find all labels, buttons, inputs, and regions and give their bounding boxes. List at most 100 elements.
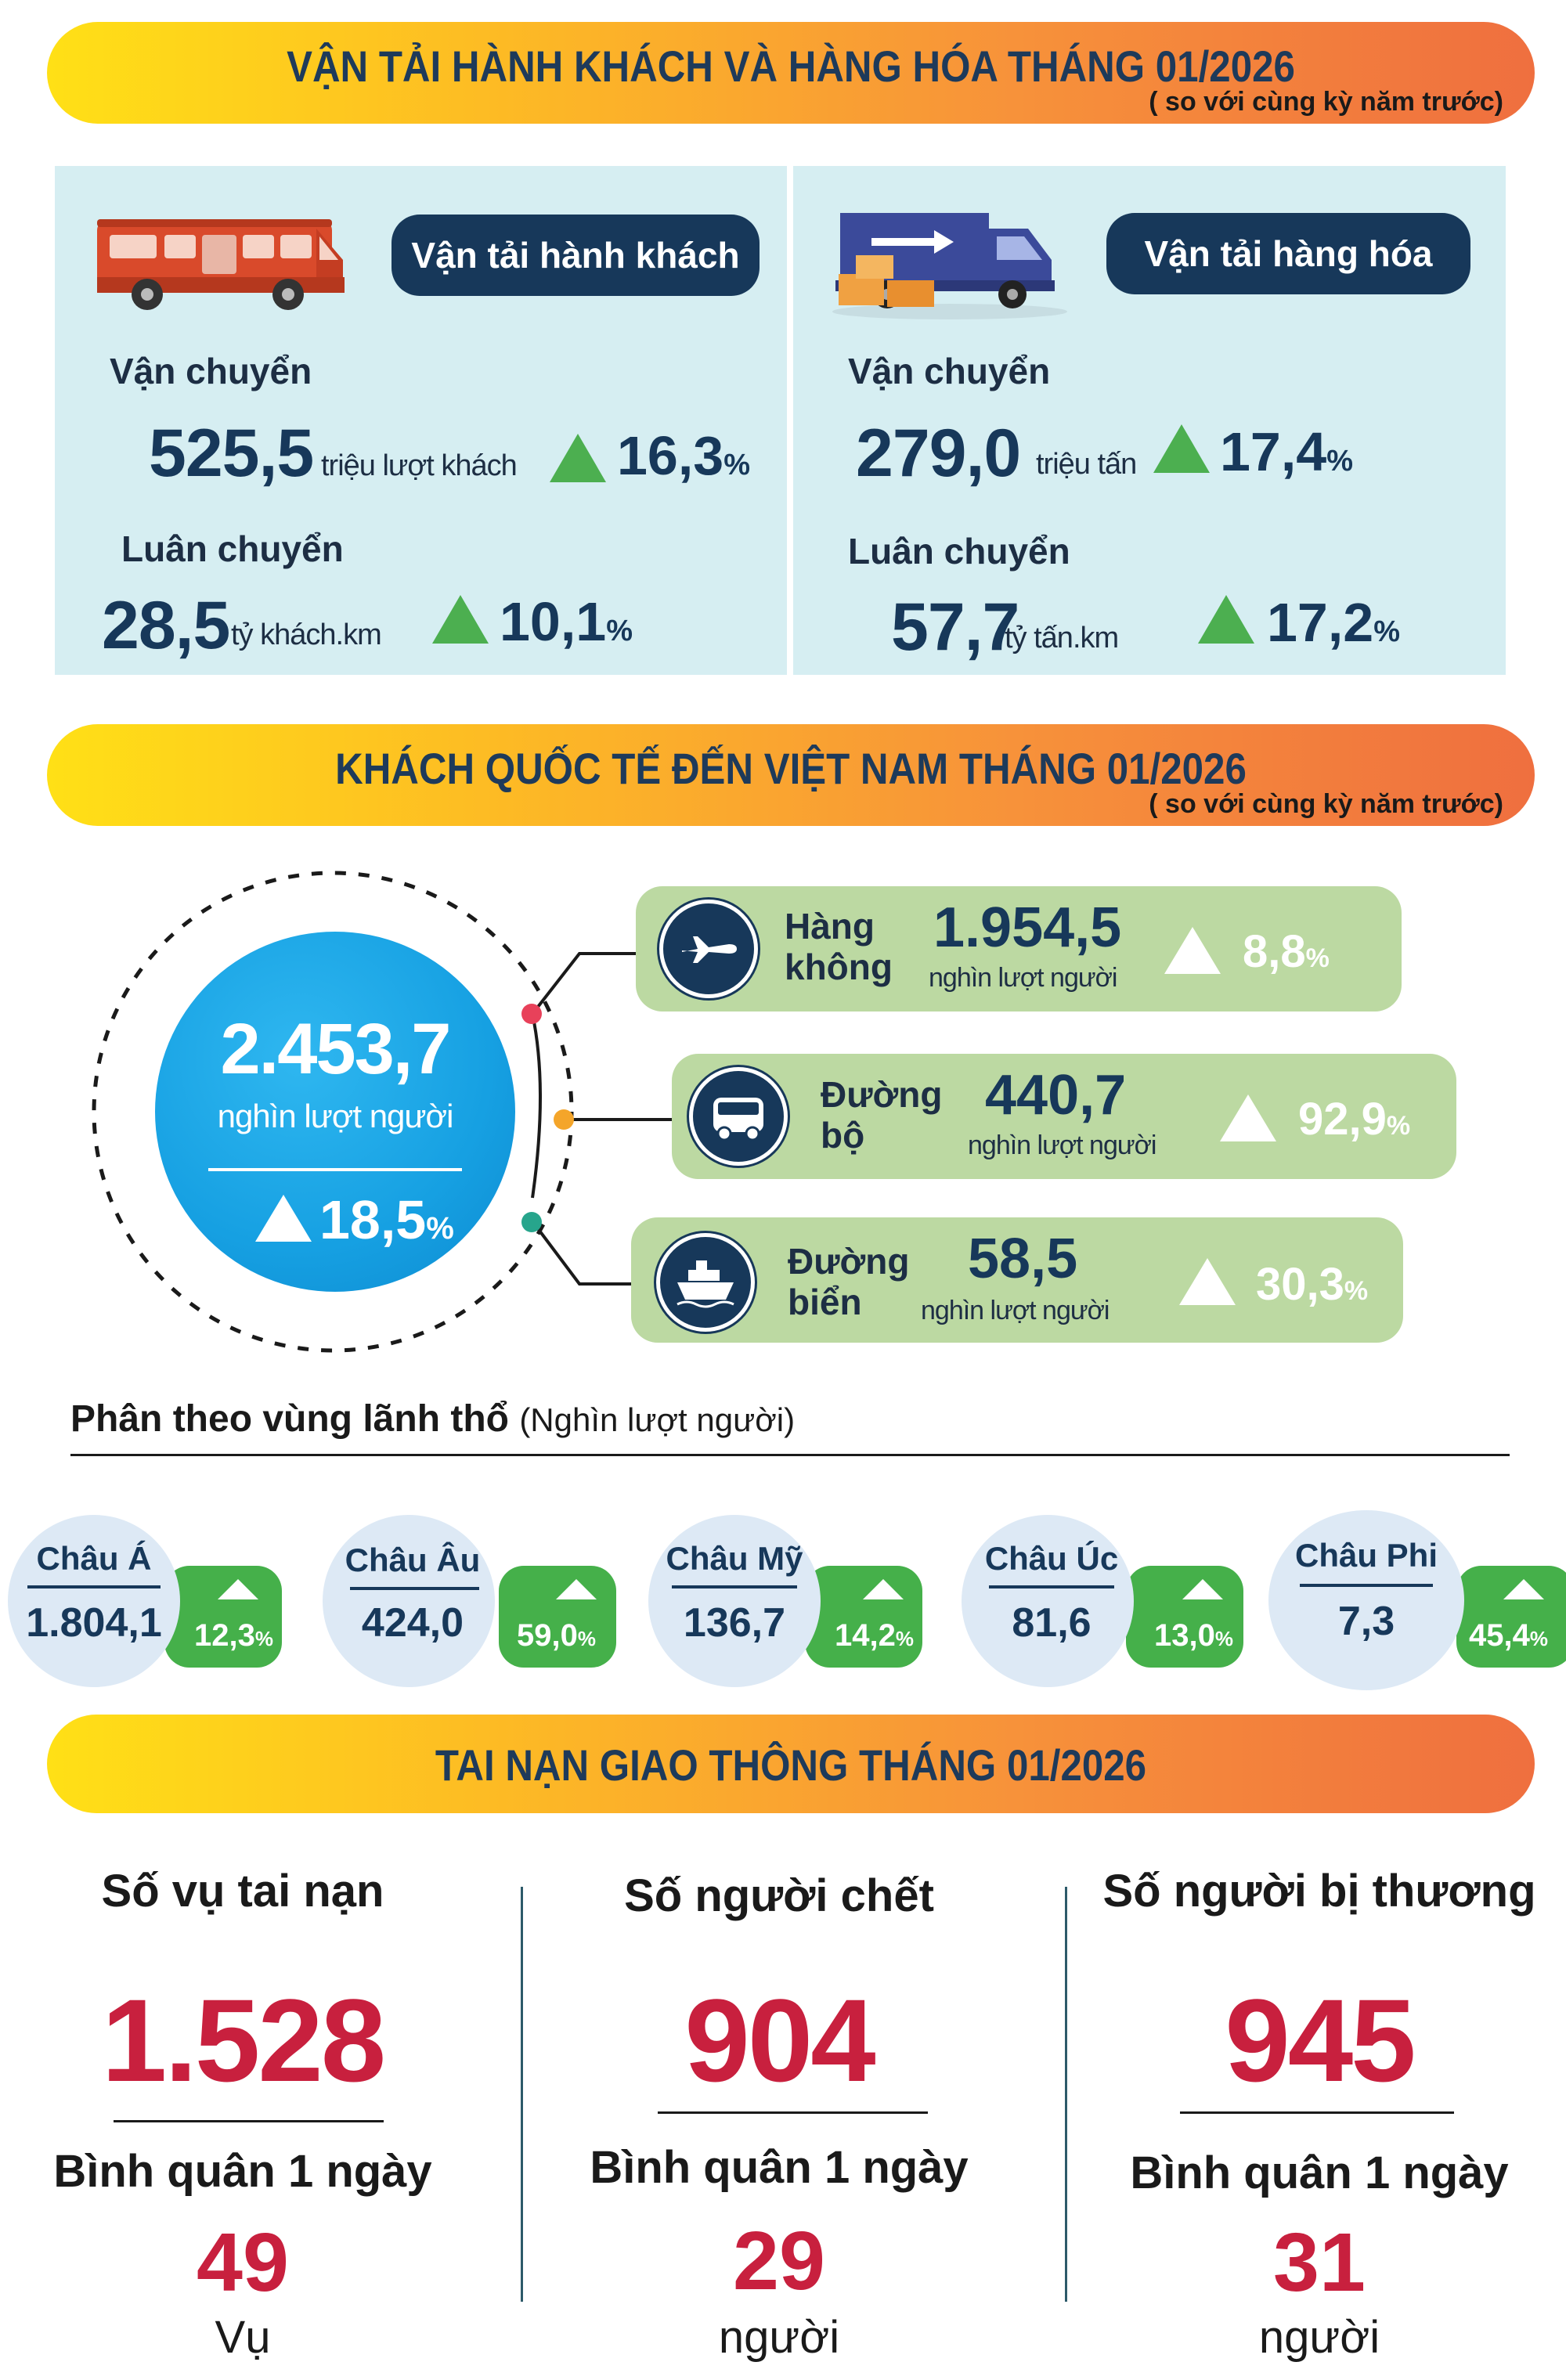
freight-rotation-up-icon <box>1198 595 1254 644</box>
region-asia-value: 1.804,1 <box>26 1600 162 1646</box>
region-oceania-name: Châu Úc <box>984 1540 1119 1577</box>
accidents-divider-2 <box>1065 1887 1067 2302</box>
section1-banner: VẬN TẢI HÀNH KHÁCH VÀ HÀNG HÓA THÁNG 01/… <box>47 22 1535 124</box>
mode-air-value: 1.954,5 <box>933 896 1122 959</box>
region-asia: Châu Á 1.804,1 12,3% <box>8 1507 313 1695</box>
mode-sea-up-icon <box>1179 1258 1236 1305</box>
connector-dot-air <box>521 1004 542 1024</box>
region-america-name: Châu Mỹ <box>666 1540 803 1577</box>
region-asia-name: Châu Á <box>36 1540 152 1577</box>
mode-road-value: 440,7 <box>985 1064 1127 1127</box>
region-europe: Châu Âu 424,0 59,0% <box>323 1507 628 1695</box>
passenger-rotation-label: Luân chuyển <box>121 528 344 569</box>
accidents-cases-rule <box>114 2120 384 2122</box>
accidents-cases-heading: Số vụ tai nạn <box>101 1866 384 1917</box>
accidents-cases-value: 1.528 <box>101 1974 386 2106</box>
freight-rotation-unit: tỷ tấn.km <box>1005 622 1119 654</box>
mode-sea-unit: nghìn lượt người <box>921 1296 1110 1325</box>
section3-title: TAI NẠN GIAO THÔNG THÁNG 01/2026 <box>435 1740 1147 1790</box>
accidents-column-deaths: Số người chết 904 Bình quân 1 ngày 29 ng… <box>560 1855 998 2372</box>
freight-transport-label: Vận chuyển <box>848 351 1051 391</box>
region-europe-name: Châu Âu <box>345 1542 481 1578</box>
total-arrivals-unit: nghìn lượt người <box>217 1098 454 1134</box>
region-oceania-divider <box>989 1585 1114 1588</box>
region-europe-up-icon <box>556 1579 597 1599</box>
section3-banner: TAI NẠN GIAO THÔNG THÁNG 01/2026 <box>47 1715 1535 1813</box>
total-arrivals-pct: 18,5% <box>319 1189 454 1250</box>
mode-sea-pct: 30,3% <box>1256 1259 1369 1310</box>
region-europe-circle <box>323 1515 495 1687</box>
mode-air-name: Hàng không <box>785 906 893 987</box>
section2-title: KHÁCH QUỐC TẾ ĐẾN VIỆT NAM THÁNG 01/2026 <box>335 744 1247 793</box>
mode-road-pct: 92,9% <box>1298 1094 1411 1145</box>
mode-air-unit: nghìn lượt người <box>929 963 1117 993</box>
accidents-injuries-avg-unit: người <box>1258 2312 1380 2363</box>
freight-rotation-pct: 17,2% <box>1267 592 1401 653</box>
accidents-divider-1 <box>521 1887 523 2302</box>
region-asia-circle <box>8 1515 180 1687</box>
accidents-deaths-heading: Số người chết <box>624 1870 934 1921</box>
passenger-rotation-pct: 10,1% <box>500 591 633 652</box>
region-america-circle <box>648 1515 821 1687</box>
accidents-cases-avg-label: Bình quân 1 ngày <box>53 2146 432 2197</box>
passenger-panel: Vận tải hành khách Vận chuyển 525,5 triệ… <box>55 166 787 675</box>
region-europe-pct: 59,0% <box>517 1618 596 1653</box>
passenger-transport-unit: triệu lượt khách <box>321 449 518 482</box>
mode-air-pct: 8,8% <box>1243 926 1330 977</box>
passenger-transport-label: Vận chuyển <box>110 351 312 391</box>
freight-rotation-label: Luân chuyển <box>848 531 1070 572</box>
region-america-up-icon <box>863 1579 904 1599</box>
accidents-cases-avg-unit: Vụ <box>215 2312 271 2363</box>
accidents-injuries-avg-label: Bình quân 1 ngày <box>1130 2147 1509 2198</box>
mode-card-air: Hàng không 1.954,5 nghìn lượt người 8,8% <box>636 886 1402 1012</box>
airplane-icon <box>659 900 758 998</box>
freight-transport-unit: triệu tấn <box>1036 448 1137 481</box>
section1-subtitle: ( so với cùng kỳ năm trước) <box>1149 87 1503 117</box>
region-heading: Phân theo vùng lãnh thổ (Nghìn lượt ngườ… <box>70 1398 796 1440</box>
region-europe-divider <box>350 1587 479 1590</box>
connector-dot-road <box>554 1109 574 1130</box>
region-africa-pct: 45,4% <box>1469 1618 1548 1653</box>
region-europe-value: 424,0 <box>361 1600 464 1646</box>
accidents-deaths-value: 904 <box>684 1974 875 2106</box>
truck-icon <box>832 213 1067 319</box>
section2-banner: KHÁCH QUỐC TẾ ĐẾN VIỆT NAM THÁNG 01/2026… <box>47 724 1535 826</box>
region-america: Châu Mỹ 136,7 14,2% <box>648 1507 954 1695</box>
region-oceania-circle <box>962 1515 1134 1687</box>
total-up-icon <box>255 1195 312 1242</box>
mode-air-up-icon <box>1164 927 1221 974</box>
passenger-rotation-up-icon <box>432 595 489 644</box>
total-divider <box>208 1168 462 1171</box>
accidents-deaths-avg-label: Bình quân 1 ngày <box>590 2142 969 2193</box>
region-oceania-value: 81,6 <box>1012 1600 1092 1646</box>
accidents-injuries-value: 945 <box>1225 1974 1416 2106</box>
arrivals-connector-graphic <box>92 871 673 1353</box>
accidents-injuries-heading: Số người bị thương <box>1102 1866 1536 1917</box>
connector-dot-sea <box>521 1212 542 1232</box>
region-africa-circle <box>1268 1510 1464 1690</box>
passenger-rotation-unit: tỷ khách.km <box>231 618 382 651</box>
accidents-deaths-avg-unit: người <box>718 2312 840 2363</box>
total-arrivals-value: 2.453,7 <box>220 1009 452 1089</box>
freight-panel: Vận tải hàng hóa Vận chuyển 279,0 triệu … <box>793 166 1506 675</box>
mode-sea-name: Đường biển <box>788 1241 910 1322</box>
region-africa-up-icon <box>1503 1579 1544 1599</box>
passenger-transport-value: 525,5 <box>149 416 314 491</box>
passenger-label-pill: Vận tải hành khách <box>392 215 760 296</box>
accidents-cases-avg-value: 49 <box>197 2216 289 2309</box>
mode-road-up-icon <box>1220 1094 1276 1141</box>
section1-title: VẬN TẢI HÀNH KHÁCH VÀ HÀNG HÓA THÁNG 01/… <box>287 41 1295 91</box>
mode-card-road: Đường bộ 440,7 nghìn lượt người 92,9% <box>672 1054 1456 1179</box>
van-icon <box>689 1067 788 1166</box>
accidents-column-cases: Số vụ tai nạn 1.528 Bình quân 1 ngày 49 … <box>23 1855 462 2372</box>
region-oceania: Châu Úc 81,6 13,0% <box>962 1507 1267 1695</box>
region-oceania-pct: 13,0% <box>1154 1618 1233 1653</box>
region-africa-name: Châu Phi <box>1294 1537 1438 1574</box>
accidents-column-injuries: Số người bị thương 945 Bình quân 1 ngày … <box>1096 1855 1543 2372</box>
accidents-injuries-rule <box>1180 2111 1454 2114</box>
region-africa-divider <box>1300 1584 1433 1587</box>
mode-card-sea: Đường biển 58,5 nghìn lượt người 30,3% <box>631 1217 1403 1343</box>
mode-sea-value: 58,5 <box>968 1228 1078 1290</box>
accidents-deaths-avg-value: 29 <box>733 2215 825 2307</box>
section2-subtitle: ( so với cùng kỳ năm trước) <box>1149 789 1503 819</box>
